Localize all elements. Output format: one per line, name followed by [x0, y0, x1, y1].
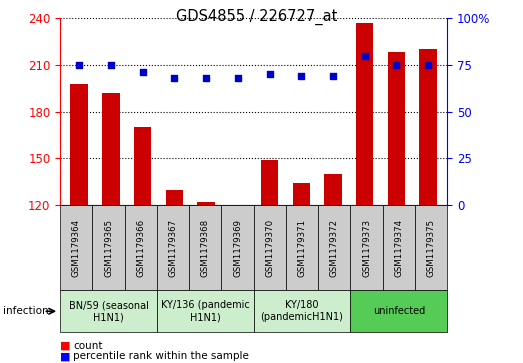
Bar	[261, 160, 278, 205]
Bar	[71, 83, 88, 205]
Text: GSM1179365: GSM1179365	[104, 219, 113, 277]
Bar	[388, 52, 405, 205]
Text: GSM1179375: GSM1179375	[427, 219, 436, 277]
Text: ■: ■	[60, 340, 71, 351]
Bar	[102, 93, 120, 205]
Text: count: count	[73, 340, 103, 351]
Text: GSM1179366: GSM1179366	[137, 219, 145, 277]
Text: GSM1179364: GSM1179364	[72, 219, 81, 277]
Text: GSM1179367: GSM1179367	[168, 219, 177, 277]
Text: GSM1179372: GSM1179372	[330, 219, 339, 277]
Point	[75, 62, 83, 68]
Text: GSM1179368: GSM1179368	[201, 219, 210, 277]
Point	[297, 73, 305, 79]
Point	[424, 62, 433, 68]
Text: percentile rank within the sample: percentile rank within the sample	[73, 351, 249, 362]
Bar	[197, 202, 215, 205]
Point	[107, 62, 115, 68]
Bar	[134, 127, 151, 205]
Text: uninfected: uninfected	[373, 306, 425, 316]
Text: GSM1179374: GSM1179374	[394, 219, 403, 277]
Point	[170, 75, 178, 81]
Text: ■: ■	[60, 351, 71, 362]
Text: GSM1179369: GSM1179369	[233, 219, 242, 277]
Text: GSM1179370: GSM1179370	[265, 219, 274, 277]
Point	[202, 75, 210, 81]
Bar	[166, 189, 183, 205]
Bar	[356, 23, 373, 205]
Bar	[292, 183, 310, 205]
Point	[265, 72, 274, 77]
Text: BN/59 (seasonal
H1N1): BN/59 (seasonal H1N1)	[69, 301, 149, 322]
Text: GSM1179373: GSM1179373	[362, 219, 371, 277]
Point	[392, 62, 401, 68]
Point	[234, 75, 242, 81]
Text: GDS4855 / 226727_at: GDS4855 / 226727_at	[176, 9, 337, 25]
Text: infection: infection	[3, 306, 48, 316]
Bar	[419, 49, 437, 205]
Text: KY/136 (pandemic
H1N1): KY/136 (pandemic H1N1)	[161, 301, 249, 322]
Point	[329, 73, 337, 79]
Point	[139, 69, 147, 75]
Text: KY/180
(pandemicH1N1): KY/180 (pandemicH1N1)	[260, 301, 344, 322]
Bar	[324, 174, 342, 205]
Text: GSM1179371: GSM1179371	[298, 219, 306, 277]
Point	[360, 53, 369, 58]
